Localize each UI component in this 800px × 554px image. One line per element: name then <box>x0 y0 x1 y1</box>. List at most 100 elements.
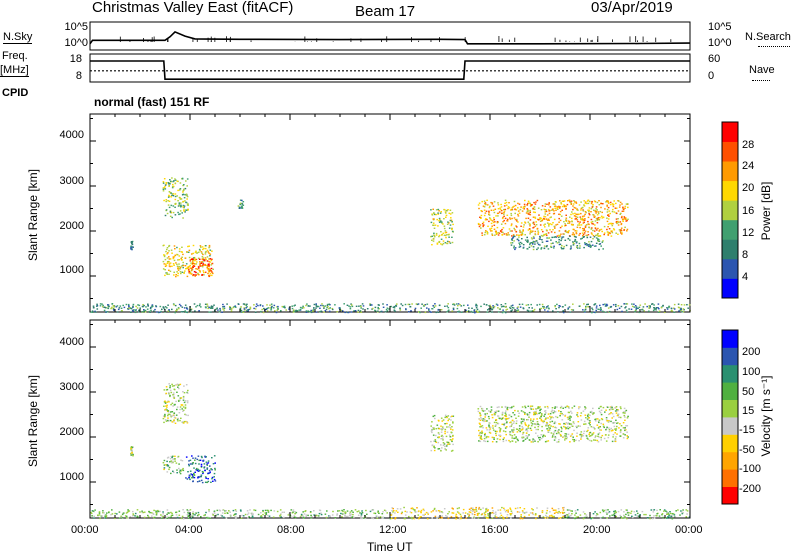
heat-cell <box>467 304 469 306</box>
heat-cell <box>189 470 192 472</box>
heat-cell <box>509 421 511 424</box>
heat-cell <box>529 205 532 207</box>
heat-cell <box>166 419 169 422</box>
heat-cell <box>195 268 197 270</box>
heat-cell <box>681 511 683 514</box>
heat-cell <box>522 229 524 231</box>
heat-cell <box>565 517 567 519</box>
heat-cell <box>558 510 560 513</box>
heat-cell <box>543 420 545 423</box>
heat-cell <box>598 426 601 428</box>
heat-cell <box>499 516 501 518</box>
heat-cell <box>517 221 519 223</box>
heat-cell <box>125 515 128 518</box>
heat-cell <box>361 303 364 305</box>
heat-cell <box>609 201 612 204</box>
heat-cell <box>183 401 186 404</box>
heat-cell <box>411 507 414 509</box>
heat-cell <box>529 427 532 430</box>
heat-cell <box>440 309 443 311</box>
heat-cell <box>569 311 572 313</box>
heat-cell <box>182 200 185 203</box>
heat-cell <box>438 234 441 237</box>
heat-cell <box>619 423 621 425</box>
heat-cell <box>394 512 396 514</box>
heat-cell <box>230 310 233 312</box>
heat-cell <box>168 419 170 422</box>
heat-cell <box>633 306 636 308</box>
heat-cell <box>585 435 588 437</box>
heat-cell <box>163 254 165 256</box>
heat-cell <box>185 268 187 270</box>
heat-cell <box>483 440 485 442</box>
heat-cell <box>430 235 432 238</box>
heat-cell <box>605 303 608 306</box>
heat-cell <box>266 509 269 512</box>
heat-cell <box>566 516 569 518</box>
heat-cell <box>235 513 237 515</box>
heat-cell <box>484 416 486 418</box>
heat-cell <box>360 307 362 309</box>
heat-cell <box>550 425 552 427</box>
heat-cell <box>631 303 633 305</box>
heat-cell <box>635 306 638 308</box>
heat-cell <box>567 427 570 430</box>
heat-cell <box>265 308 267 310</box>
heat-cell <box>558 306 560 309</box>
heat-cell <box>539 235 541 238</box>
heat-cell <box>534 243 536 245</box>
heat-cell <box>180 251 183 253</box>
heat-cell <box>506 308 509 310</box>
heat-cell <box>612 208 614 211</box>
heat-cell <box>172 263 175 265</box>
heat-cell <box>582 209 584 211</box>
heat-cell <box>620 227 623 229</box>
heat-cell <box>574 218 577 220</box>
heat-cell <box>534 211 536 214</box>
heat-cell <box>580 438 582 440</box>
heat-cell <box>567 422 570 424</box>
heat-cell <box>487 509 489 511</box>
heat-cell <box>182 311 184 313</box>
heat-cell <box>499 434 502 436</box>
heat-cell <box>606 517 608 519</box>
heat-cell <box>484 212 487 214</box>
heat-cell <box>176 418 179 421</box>
heat-cell <box>303 517 305 519</box>
heat-cell <box>452 308 455 311</box>
heat-cell <box>241 514 243 517</box>
heat-cell <box>552 425 554 428</box>
heat-cell <box>590 435 592 437</box>
heat-cell <box>614 207 617 209</box>
heat-cell <box>585 224 588 226</box>
heat-cell <box>420 307 422 309</box>
heat-cell <box>182 406 185 408</box>
heat-cell <box>546 222 549 224</box>
heat-cell <box>483 303 485 305</box>
heat-cell <box>177 384 180 386</box>
heat-cell <box>190 269 193 272</box>
heat-cell <box>536 199 539 202</box>
heat-cell <box>191 257 194 260</box>
heat-cell <box>478 433 481 435</box>
heat-cell <box>543 415 545 417</box>
heat-cell <box>554 406 557 408</box>
heat-cell <box>186 267 188 269</box>
heat-cell <box>586 418 589 420</box>
heat-cell <box>516 507 519 509</box>
heat-cell <box>91 515 93 517</box>
heat-cell <box>508 207 511 209</box>
heat-cell <box>579 406 581 408</box>
heat-cell <box>174 206 176 208</box>
heat-cell <box>195 258 198 261</box>
heat-cell <box>159 311 161 313</box>
heat-cell <box>371 509 373 511</box>
heat-cell <box>252 513 254 515</box>
heat-cell <box>168 182 171 184</box>
heat-cell <box>435 213 437 216</box>
heat-cell <box>494 515 496 517</box>
heat-cell <box>562 515 564 518</box>
heat-cell <box>532 221 535 224</box>
heat-cell <box>422 305 425 307</box>
heat-cell <box>673 311 676 313</box>
